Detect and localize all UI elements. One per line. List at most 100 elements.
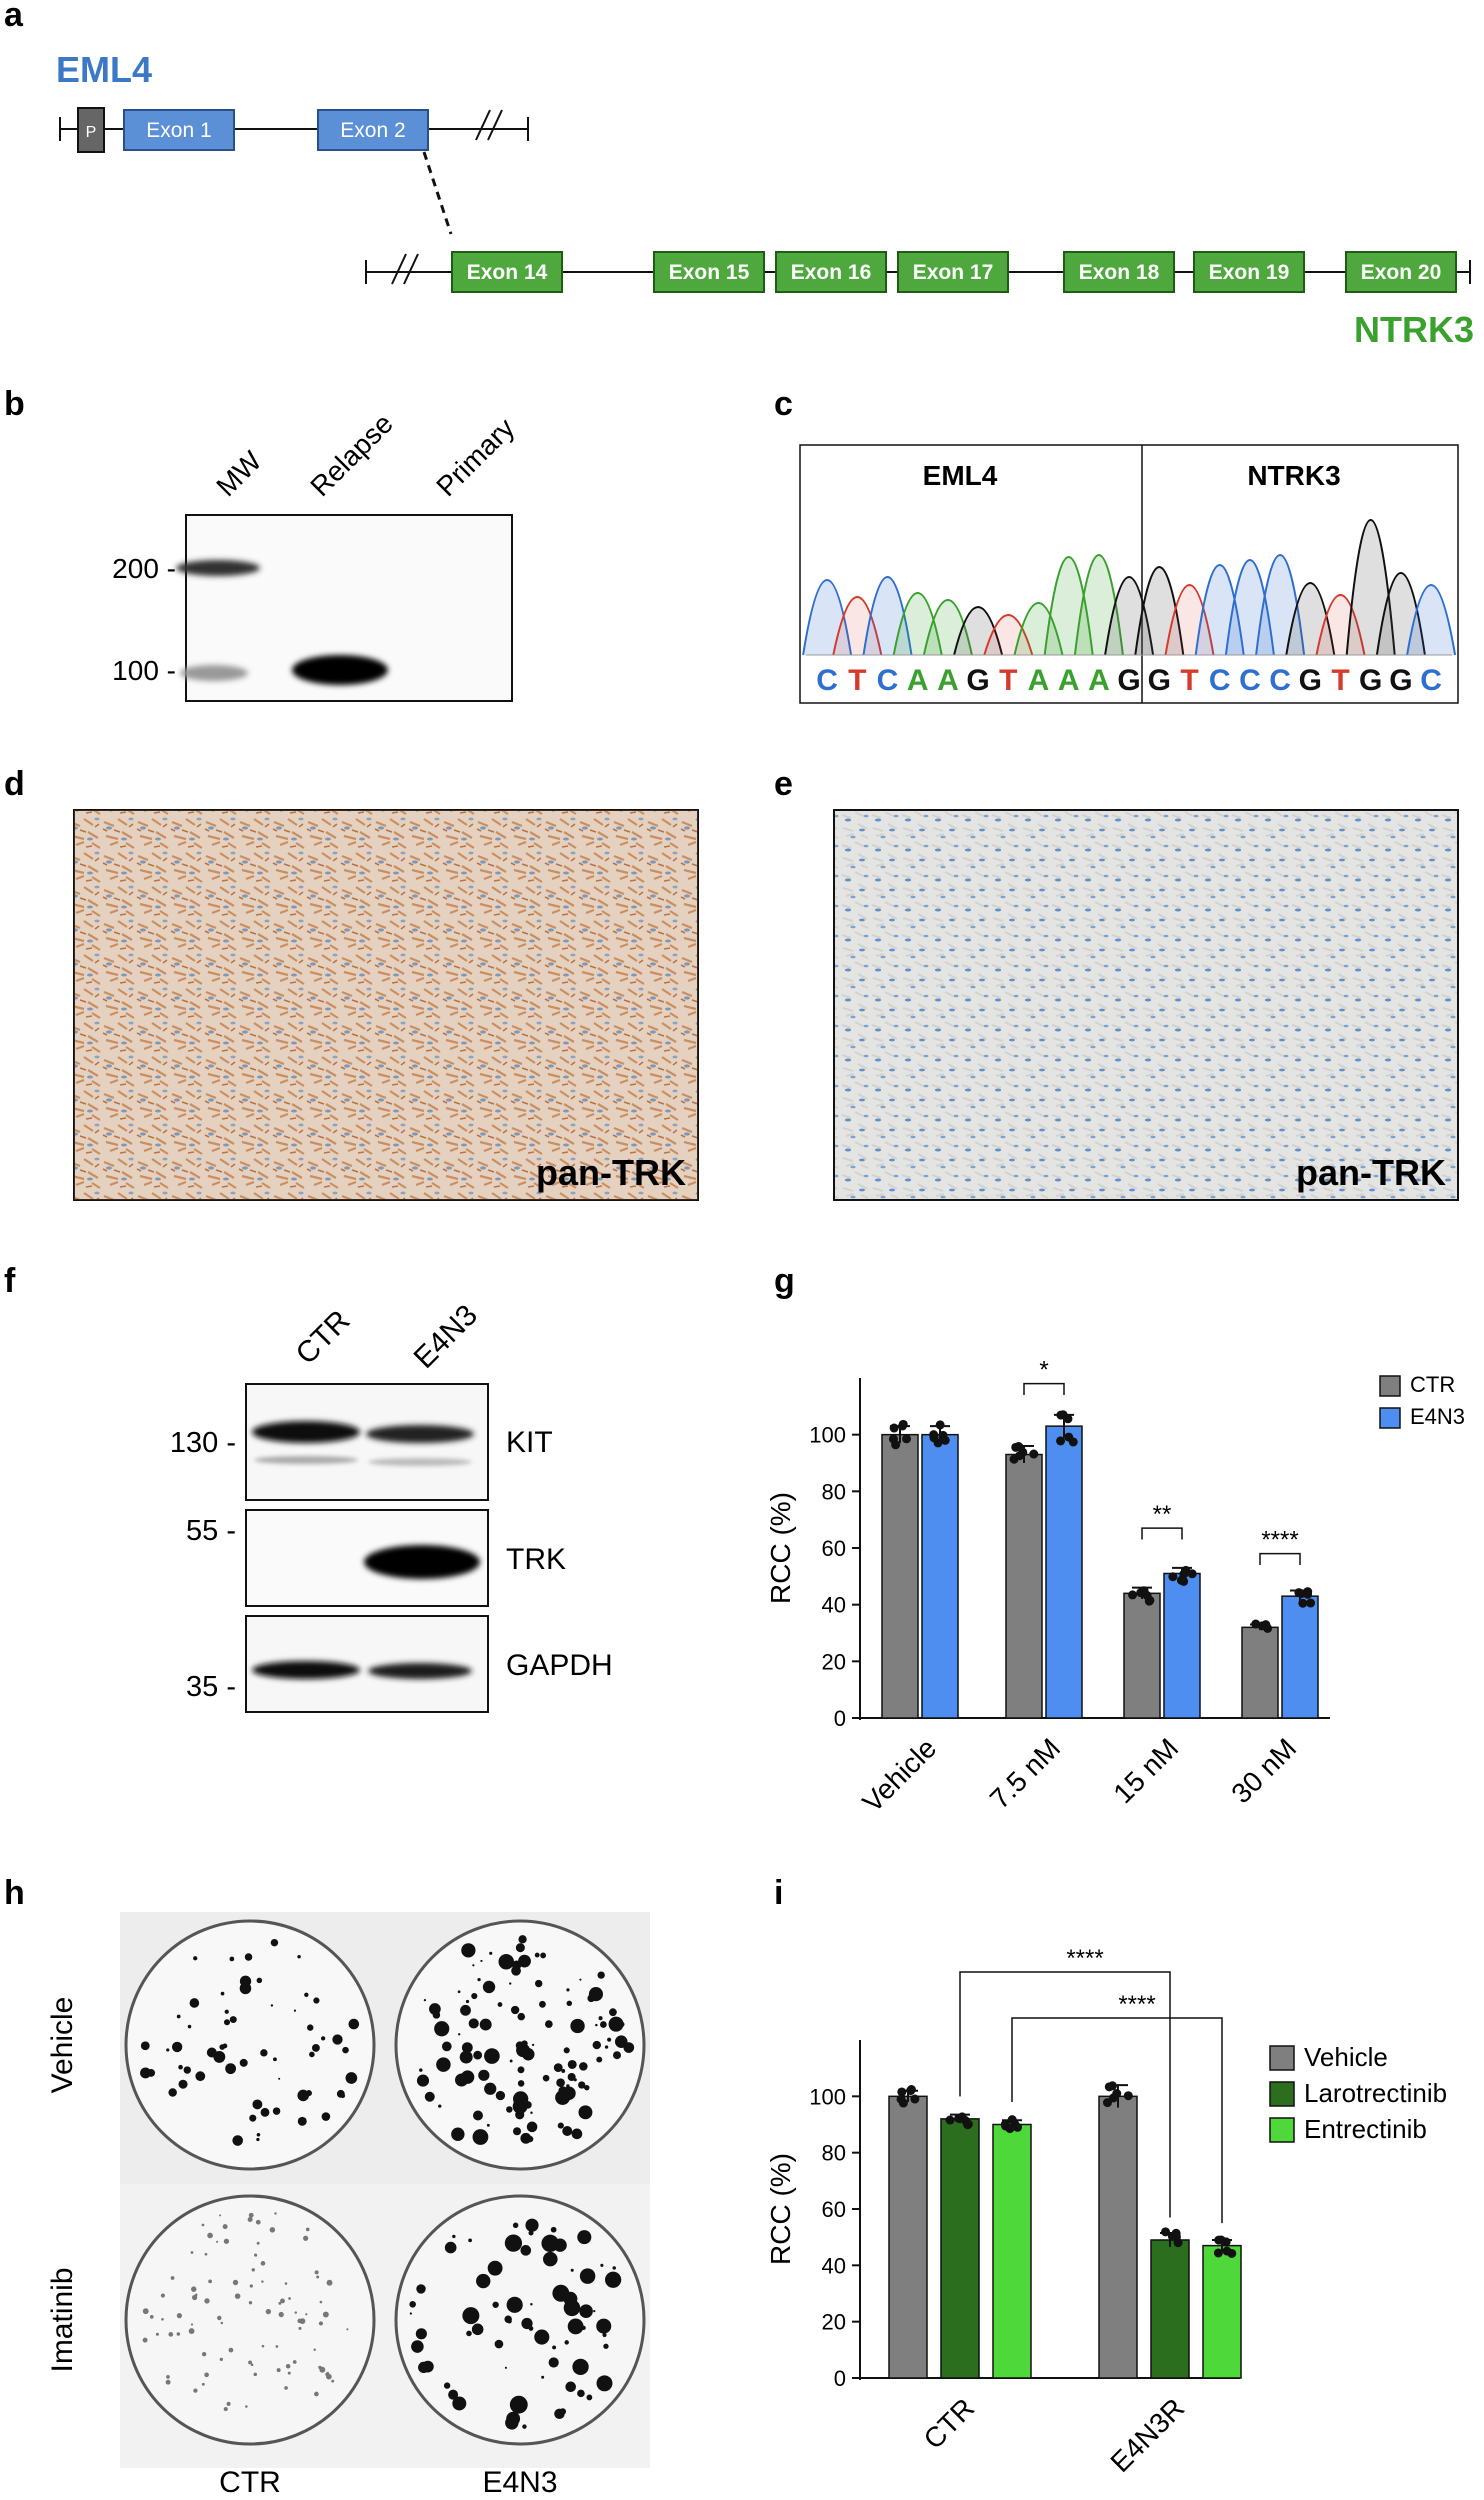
colony-dot [567,2072,576,2082]
colony-dot [586,2394,593,2401]
colony-dot [346,2328,349,2331]
colony-dot [588,1987,604,2002]
colony-dot [298,2326,302,2330]
colony-dot [486,2123,490,2127]
data-point [1168,1572,1178,1582]
data-point [898,1421,908,1431]
colony-dot [253,2253,258,2257]
blot-protein-kit: KIT [506,1426,553,1459]
sequence-base: A [937,664,959,697]
legend-label: Vehicle [1304,2042,1388,2072]
data-point [1213,2248,1223,2258]
colony-dot [598,2016,603,2021]
colony-dot [468,2018,479,2029]
colony-dot [472,2129,489,2145]
bar-e4n3-30-nm [1281,1595,1319,1719]
colony-dot [553,2238,567,2252]
y-tick-label: 100 [809,2084,846,2109]
colony-dot [557,2122,564,2129]
colony-dot [287,2371,291,2375]
plate-e4n3-imatinib [394,2194,646,2446]
colony-dot [579,2062,588,2071]
colony-dot [419,2068,423,2072]
colony-dot [294,2311,298,2314]
colony-dot [251,2268,255,2272]
colony-dot [207,2232,213,2239]
plate-col-ctr: CTR [219,2466,281,2499]
colony-dot [461,2042,473,2054]
colony-dot [571,2128,583,2140]
trace-peak [1164,584,1215,656]
colony-dot [342,2046,349,2054]
legend-swatch [1269,2045,1295,2071]
colony-dot [520,2132,532,2144]
significance-label: * [1039,1357,1048,1384]
colony-dot [458,2033,461,2036]
data-point [1251,1619,1261,1629]
significance-label: **** [1066,1945,1103,1972]
x-tick-label: 7.5 nM [984,1732,1066,1814]
y-tick-label: 20 [822,1649,846,1674]
colony-dot [505,2416,519,2430]
data-point [897,2087,907,2097]
colony-dot [530,2303,533,2306]
colony-dot [239,2058,248,2067]
colony-dot [223,2407,228,2412]
colony-dot [567,2318,584,2335]
ntrk3-exon-16-box [775,251,887,293]
colony-dot [515,1943,525,1953]
colony-dot [504,2234,523,2252]
colony-dot [305,2313,308,2316]
colony-dot [472,1964,475,1967]
colony-dot [244,1953,253,1961]
colony-dot [423,1999,427,2002]
colony-dot [176,2313,182,2319]
colony-dot [517,2080,525,2087]
colony-dot [216,2240,219,2243]
colony-dot [480,1959,483,1963]
data-point [1058,1410,1068,1420]
sequence-base: T [1331,664,1349,697]
data-point [888,1434,898,1444]
sequence-base: G [1359,664,1382,697]
colony-dot [272,2107,281,2115]
ntrk3-exon-18-label: Exon 18 [1079,261,1160,284]
trace-peak [892,592,943,656]
gel-band-relapse [292,655,388,685]
bar-e4n3-7-5-nm [1045,1425,1083,1719]
ntrk3-exon-15-box [653,251,765,293]
colony-dot [484,2082,497,2095]
eml4-gene-diagram: P Exon 1 Exon 2 [59,107,529,153]
colony-dot [592,2040,601,2050]
colony-dot [409,2312,412,2315]
colony-dot [596,2318,612,2334]
y-axis-label: RCC (%) [765,1492,796,1604]
colony-dot [219,2044,226,2050]
colony-dot [468,2238,472,2243]
colony-dot [565,2381,576,2393]
panel-label-g: g [774,1262,795,1300]
sequence-base: A [1058,664,1080,697]
colony-dot [204,2252,208,2256]
colony-dot [416,2284,426,2294]
gel-marker-200: 200 - [112,553,176,584]
sequence-base: C [1239,664,1261,697]
colony-dot [178,2079,188,2089]
colony-dot [234,2293,241,2299]
chromatogram-box [799,444,1459,704]
trace-peak [953,606,1004,656]
colony-dot [314,2270,319,2275]
x-tick-label: 15 nM [1107,1732,1184,1809]
colony-dot [552,2284,570,2302]
y-tick-label: 60 [822,1536,846,1561]
significance-label: **** [1261,1527,1298,1554]
bar-entrectinib-e4n3r [1202,2244,1242,2379]
colony-dot [193,2388,198,2393]
bar-entrectinib-ctr [992,2123,1032,2379]
sequence-base: T [999,664,1017,697]
promoter-box [77,107,105,153]
eml4-exon-2-box [317,109,429,151]
legend-label: Larotrectinib [1304,2078,1447,2108]
colony-dot [194,2293,198,2297]
colony-dot [577,2389,585,2398]
